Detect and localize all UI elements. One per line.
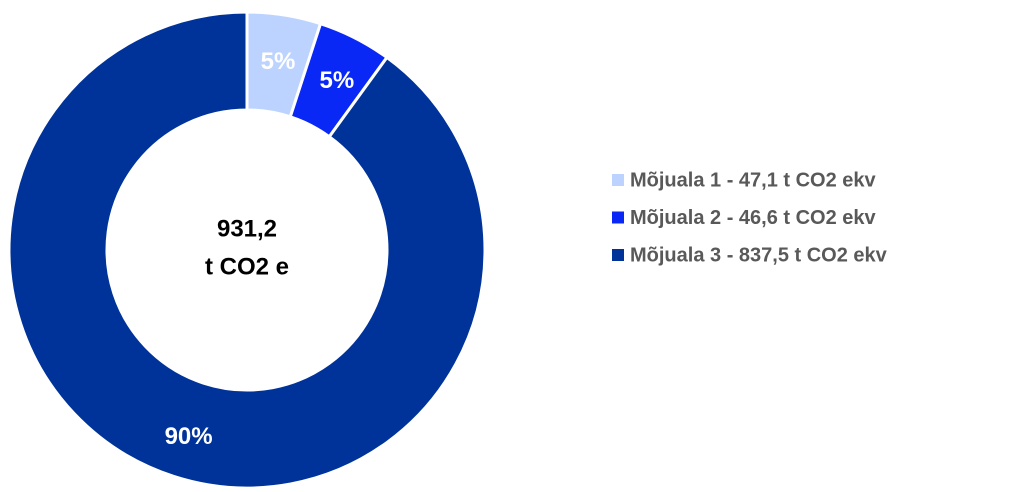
legend-swatch (612, 249, 624, 261)
legend-swatch (612, 211, 624, 224)
legend-label: Mõjuala 1 - 47,1 t CO2 ekv (630, 169, 877, 191)
center-label: 931,2 (217, 215, 277, 242)
legend-label: Mõjuala 2 - 46,6 t CO2 ekv (630, 207, 877, 229)
legend-label: Mõjuala 3 - 837,5 t CO2 ekv (630, 244, 888, 266)
data-label: 5% (261, 48, 296, 75)
donut-slice (7, 10, 487, 490)
legend-swatch (612, 174, 624, 186)
data-label: 90% (165, 423, 213, 450)
data-label: 5% (320, 67, 355, 94)
center-label: t CO2 e (205, 253, 289, 280)
